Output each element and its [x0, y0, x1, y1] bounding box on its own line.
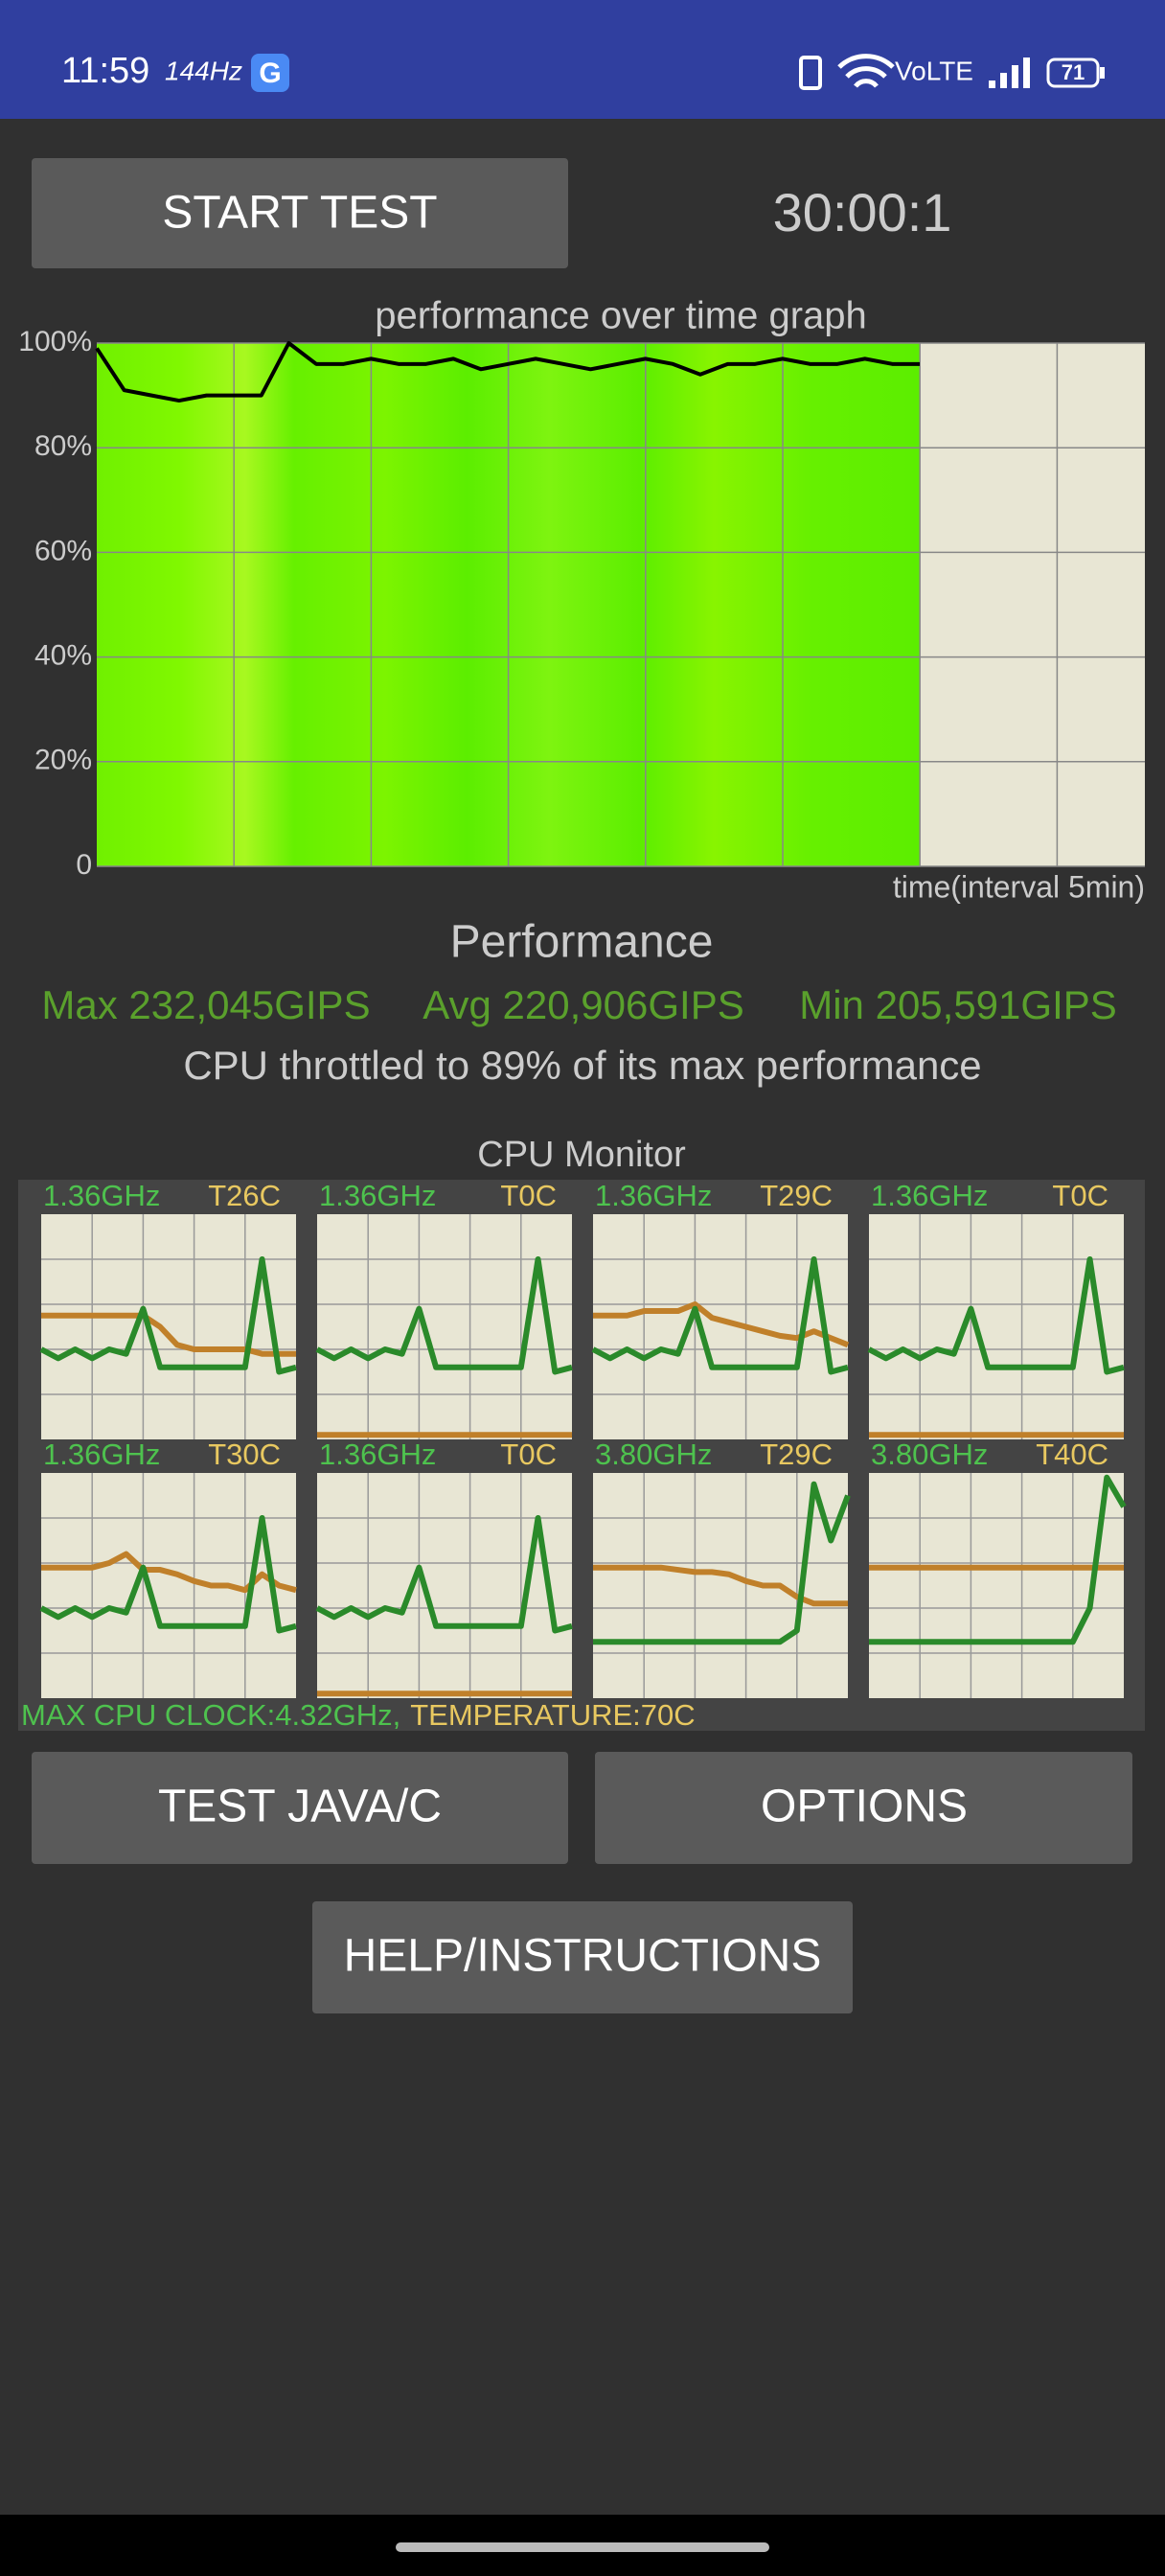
temperature-line — [593, 1564, 848, 1607]
temperature-line — [593, 1301, 850, 1348]
graph-title: performance over time graph — [375, 295, 867, 337]
google-icon-glyph: G — [259, 58, 281, 89]
core-temperature: T40C — [1036, 1438, 1108, 1471]
y-tick-label: 60% — [34, 535, 92, 566]
core-frequency: 1.36GHz — [871, 1179, 988, 1212]
core-temperature: T29C — [760, 1438, 833, 1471]
refresh-rate: 144Hz — [165, 56, 242, 85]
core-frequency: 3.80GHz — [595, 1438, 712, 1471]
core-plot — [593, 1214, 848, 1439]
frequency-line — [315, 1515, 573, 1634]
test-java-c-label[interactable]: TEST JAVA/C — [158, 1782, 442, 1832]
timer: 30:00:1 — [773, 182, 952, 242]
core-temperature: T29C — [760, 1179, 833, 1212]
frequency-line — [591, 1256, 849, 1375]
temperature-line — [41, 1312, 296, 1357]
core-frequency: 1.36GHz — [43, 1179, 160, 1212]
battery-tip — [1100, 67, 1105, 79]
core-plot — [593, 1473, 848, 1698]
avg-performance: Avg 220,906GIPS — [423, 982, 743, 1027]
frequency-line — [593, 1481, 851, 1645]
core-plot — [869, 1473, 1124, 1698]
y-tick-label: 20% — [34, 745, 92, 776]
y-tick-label: 100% — [18, 326, 92, 357]
vibrate-icon — [799, 56, 822, 90]
status-bar — [0, 0, 1165, 119]
wifi-icon — [837, 54, 895, 88]
x-axis-label: time(interval 5min) — [893, 869, 1145, 904]
throttle-summary: CPU throttled to 89% of its max performa… — [183, 1043, 981, 1088]
options-button[interactable] — [595, 1752, 1132, 1864]
y-tick-label: 80% — [34, 430, 92, 462]
core-temperature: T0C — [1052, 1179, 1108, 1212]
core-frequency: 3.80GHz — [871, 1438, 988, 1471]
max-performance: Max 232,045GIPS — [41, 982, 370, 1027]
cpu-cores: 1.36GHz T26C 1.36GHz T0C 1.36GHz T29C 1.36GHz T… — [39, 1179, 1127, 1698]
max-temperature: TEMPERATURE:70C — [410, 1698, 695, 1732]
google-icon — [251, 54, 289, 92]
home-handle[interactable] — [396, 2542, 769, 2552]
battery-level: 71 — [1062, 60, 1085, 84]
performance-graph: 0 20% 40% 60% 80% 100% — [18, 326, 1145, 881]
frequency-line — [39, 1256, 297, 1375]
performance-title: Performance — [450, 917, 714, 968]
max-cpu-clock: MAX CPU CLOCK:4.32GHz, — [21, 1698, 400, 1732]
core-temperature: T30C — [208, 1438, 281, 1471]
core-plot — [869, 1214, 1124, 1439]
test-java-c-button[interactable] — [32, 1752, 568, 1864]
core-plot — [317, 1473, 572, 1698]
frequency-line — [39, 1515, 297, 1634]
frequency-line — [867, 1256, 1125, 1375]
core-temperature: T0C — [500, 1179, 557, 1212]
frequency-line — [869, 1474, 1127, 1645]
frequency-line — [315, 1256, 573, 1375]
network-type: VoLTE — [895, 56, 973, 85]
core-plot — [317, 1214, 572, 1439]
core-frequency: 1.36GHz — [43, 1438, 160, 1471]
help-button[interactable] — [312, 1901, 853, 2013]
start-test-label[interactable]: START TEST — [162, 188, 437, 239]
core-frequency: 1.36GHz — [595, 1179, 712, 1212]
core-temperature: T26C — [208, 1179, 281, 1212]
core-frequency: 1.36GHz — [319, 1179, 436, 1212]
battery-icon — [1046, 58, 1100, 88]
status-time: 11:59 — [61, 51, 149, 91]
help-label[interactable]: HELP/INSTRUCTIONS — [344, 1931, 822, 1982]
min-performance: Min 205,591GIPS — [799, 982, 1117, 1027]
start-test-button[interactable] — [32, 158, 568, 268]
cpu-monitor-footer: MAX CPU CLOCK:4.32GHz, TEMPERATURE:70C — [21, 1698, 696, 1732]
core-plot — [41, 1214, 296, 1439]
options-label[interactable]: OPTIONS — [761, 1782, 968, 1832]
performance-line — [95, 341, 920, 403]
core-temperature: T0C — [500, 1438, 557, 1471]
cpu-monitor-title: CPU Monitor — [477, 1135, 686, 1175]
core-frequency: 1.36GHz — [319, 1438, 436, 1471]
y-tick-label: 40% — [34, 640, 92, 672]
y-tick-label: 0 — [76, 849, 92, 881]
signal-icon — [989, 58, 1030, 88]
core-plot — [41, 1473, 296, 1698]
